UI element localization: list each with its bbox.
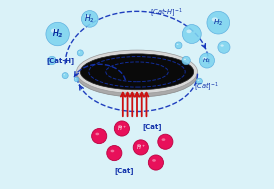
Text: $H_2$: $H_2$ bbox=[84, 13, 95, 25]
Text: $H_2$: $H_2$ bbox=[52, 28, 63, 40]
Ellipse shape bbox=[148, 155, 164, 170]
Ellipse shape bbox=[207, 11, 230, 34]
Ellipse shape bbox=[79, 51, 80, 53]
Ellipse shape bbox=[51, 29, 57, 33]
Ellipse shape bbox=[74, 77, 79, 82]
Ellipse shape bbox=[177, 44, 178, 45]
Ellipse shape bbox=[221, 44, 224, 47]
Ellipse shape bbox=[80, 54, 194, 90]
Text: $[Cat$-$H]^{-1}$: $[Cat$-$H]^{-1}$ bbox=[150, 6, 183, 19]
Ellipse shape bbox=[199, 53, 215, 68]
Ellipse shape bbox=[152, 159, 156, 162]
Ellipse shape bbox=[62, 73, 68, 79]
Text: [Cat]: [Cat] bbox=[114, 167, 134, 174]
Text: $[Cat]^{-1}$: $[Cat]^{-1}$ bbox=[194, 81, 219, 93]
Ellipse shape bbox=[77, 50, 83, 56]
Ellipse shape bbox=[110, 150, 114, 152]
Text: [Cat-H]: [Cat-H] bbox=[46, 57, 75, 64]
Ellipse shape bbox=[212, 17, 218, 22]
Ellipse shape bbox=[137, 144, 141, 147]
Ellipse shape bbox=[158, 134, 173, 149]
Ellipse shape bbox=[182, 56, 190, 65]
Text: $H_2$: $H_2$ bbox=[213, 18, 223, 28]
Ellipse shape bbox=[75, 78, 76, 79]
Ellipse shape bbox=[107, 146, 122, 161]
Ellipse shape bbox=[196, 78, 202, 84]
Ellipse shape bbox=[92, 129, 107, 144]
Ellipse shape bbox=[118, 125, 122, 128]
Ellipse shape bbox=[182, 25, 201, 43]
Ellipse shape bbox=[202, 57, 207, 60]
Ellipse shape bbox=[95, 133, 99, 135]
Ellipse shape bbox=[76, 50, 198, 94]
Ellipse shape bbox=[162, 138, 165, 141]
Ellipse shape bbox=[76, 53, 198, 97]
Ellipse shape bbox=[218, 41, 230, 53]
Ellipse shape bbox=[133, 140, 148, 155]
Text: $H_2$: $H_2$ bbox=[52, 28, 63, 40]
Ellipse shape bbox=[114, 121, 129, 136]
Ellipse shape bbox=[64, 74, 65, 75]
Text: $H_2$: $H_2$ bbox=[202, 56, 212, 65]
Text: [Cat]: [Cat] bbox=[143, 123, 162, 130]
Ellipse shape bbox=[175, 42, 182, 49]
Ellipse shape bbox=[81, 11, 98, 27]
Ellipse shape bbox=[186, 29, 192, 33]
Text: $H^+$: $H^+$ bbox=[136, 143, 146, 152]
Ellipse shape bbox=[184, 59, 186, 60]
Ellipse shape bbox=[85, 15, 90, 18]
Ellipse shape bbox=[198, 80, 199, 81]
Ellipse shape bbox=[50, 59, 52, 60]
Ellipse shape bbox=[46, 22, 69, 46]
Ellipse shape bbox=[48, 56, 56, 65]
Text: $H^+$: $H^+$ bbox=[117, 124, 127, 133]
